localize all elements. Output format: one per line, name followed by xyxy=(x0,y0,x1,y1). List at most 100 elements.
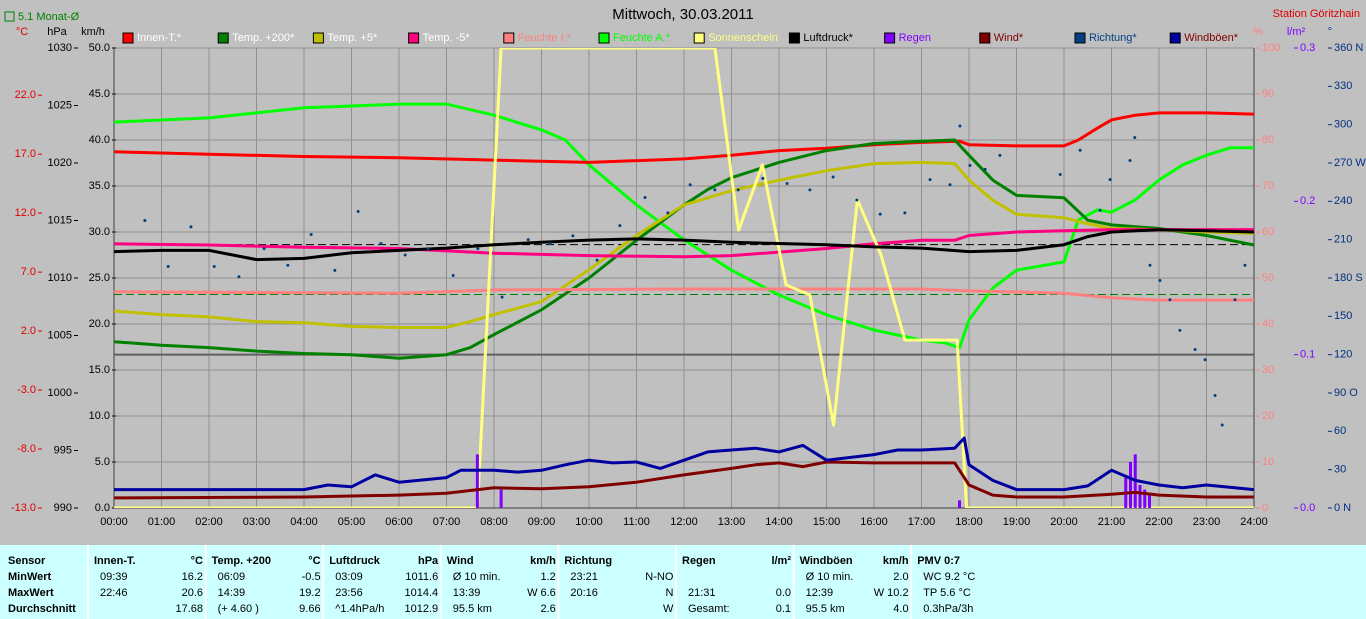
x-tick-label: 17:00 xyxy=(908,516,936,528)
y-tick-label: 20.0 xyxy=(89,318,110,330)
group-unit: °C xyxy=(308,555,320,567)
table-cell: 20.6 xyxy=(182,587,203,599)
table-cell: TP 5.6 °C xyxy=(923,587,971,599)
legend-swatch xyxy=(408,32,420,44)
rain-bar xyxy=(475,454,479,508)
y-tick-label: 990 xyxy=(54,502,72,514)
x-tick-label: 15:00 xyxy=(813,516,841,528)
direction-dot xyxy=(356,210,360,214)
table-cell: 9.66 xyxy=(299,603,320,615)
direction-dot xyxy=(928,178,932,182)
legend-label: Temp. +200* xyxy=(232,32,295,44)
series-line xyxy=(114,287,1254,302)
legend-swatch xyxy=(217,32,229,44)
table-cell: ^1.4hPa/h xyxy=(335,603,384,615)
y-tick-label: 17.0 xyxy=(15,148,36,160)
y-tick-label: 12.0 xyxy=(15,207,36,219)
table-cell: 03:09 xyxy=(335,571,363,583)
group-name: Temp. +200 xyxy=(212,555,271,567)
x-tick-label: 02:00 xyxy=(195,516,223,528)
table-cell: 0.1 xyxy=(776,603,791,615)
direction-dot xyxy=(1233,298,1237,302)
x-tick-label: 16:00 xyxy=(860,516,888,528)
table-cell: 1.2 xyxy=(541,571,556,583)
station-name: Station Göritzhain xyxy=(1273,8,1360,20)
legend-label: Feuchte I.* xyxy=(518,32,572,44)
y-tick-label: 10 xyxy=(1262,456,1274,468)
x-tick-label: 23:00 xyxy=(1193,516,1221,528)
direction-dot xyxy=(548,242,552,245)
y-tick-label: 330 xyxy=(1334,80,1352,92)
y-tick-label: 90 O xyxy=(1334,387,1358,399)
direction-dot xyxy=(476,247,480,251)
y-axis-title: hPa xyxy=(47,26,67,38)
table-cell: 17.68 xyxy=(175,603,203,615)
group-name: Wind xyxy=(447,555,474,567)
y-tick-label: 0 xyxy=(1262,502,1268,514)
y-tick-label: 60 xyxy=(1262,226,1274,238)
direction-dot xyxy=(983,167,987,171)
table-cell: 23:56 xyxy=(335,587,363,599)
rain-bar xyxy=(1129,462,1132,508)
direction-dot xyxy=(571,234,575,238)
y-tick-label: 0 N xyxy=(1334,502,1351,514)
y-tick-label: 20 xyxy=(1262,410,1274,422)
legend-swatch xyxy=(979,32,991,44)
y-tick-label: 2.0 xyxy=(21,325,36,337)
y-tick-label: 0.0 xyxy=(1300,502,1315,514)
legend-label: Innen-T.* xyxy=(137,32,182,44)
row-label: MaxWert xyxy=(8,587,54,599)
y-tick-label: 1015 xyxy=(48,214,72,226)
direction-dot xyxy=(379,242,383,245)
direction-dot xyxy=(1098,208,1102,212)
group-name: Richtung xyxy=(564,555,612,567)
direction-dot xyxy=(1128,158,1132,162)
table-cell: N xyxy=(665,587,673,599)
y-tick-label: 30.0 xyxy=(89,226,110,238)
table-cell: 2.6 xyxy=(541,603,556,615)
y-tick-label: 150 xyxy=(1334,310,1352,322)
table-cell: 1011.6 xyxy=(405,571,438,583)
direction-dot xyxy=(998,153,1002,157)
y-tick-label: 40 xyxy=(1262,318,1274,330)
table-cell: 20:16 xyxy=(570,587,598,599)
y-tick-label: 240 xyxy=(1334,195,1352,207)
rain-bar xyxy=(1148,492,1151,508)
legend-swatch xyxy=(598,32,610,44)
direction-dot xyxy=(1133,135,1137,139)
y-axis-title: °C xyxy=(16,26,28,38)
y-tick-label: 300 xyxy=(1334,119,1352,131)
legend-swatch xyxy=(312,32,324,44)
group-unit: km/h xyxy=(530,555,556,567)
x-tick-label: 20:00 xyxy=(1050,516,1078,528)
chart-background xyxy=(0,0,1366,545)
legend-swatch xyxy=(788,32,800,44)
y-tick-label: -13.0 xyxy=(11,502,36,514)
series-line xyxy=(114,460,1254,500)
table-cell: 09:39 xyxy=(100,571,128,583)
month-average-label: 5.1 Monat-Ø xyxy=(18,11,80,23)
legend-label: Regen xyxy=(899,32,931,44)
group-name: Windböen xyxy=(800,555,853,567)
table-cell: 0.3hPa/3h xyxy=(923,603,973,615)
y-tick-label: 0.3 xyxy=(1300,42,1315,54)
y-tick-label: 30 xyxy=(1262,364,1274,376)
y-axis-title: ° xyxy=(1328,26,1332,38)
group-name: Innen-T. xyxy=(94,555,136,567)
y-tick-label: 15.0 xyxy=(89,364,110,376)
direction-dot xyxy=(595,258,599,262)
direction-dot xyxy=(212,265,216,268)
direction-dot xyxy=(262,247,266,251)
direction-dot xyxy=(808,188,812,192)
y-tick-label: 90 xyxy=(1262,88,1274,100)
x-tick-label: 01:00 xyxy=(148,516,176,528)
table-cell: W 6.6 xyxy=(527,587,556,599)
direction-dot xyxy=(736,188,740,192)
group-unit: hPa xyxy=(418,555,439,567)
table-cell: Ø 10 min. xyxy=(806,571,854,583)
direction-dot xyxy=(309,233,313,237)
rain-bar xyxy=(958,500,961,508)
y-tick-label: 45.0 xyxy=(89,88,110,100)
x-tick-label: 12:00 xyxy=(670,516,698,528)
